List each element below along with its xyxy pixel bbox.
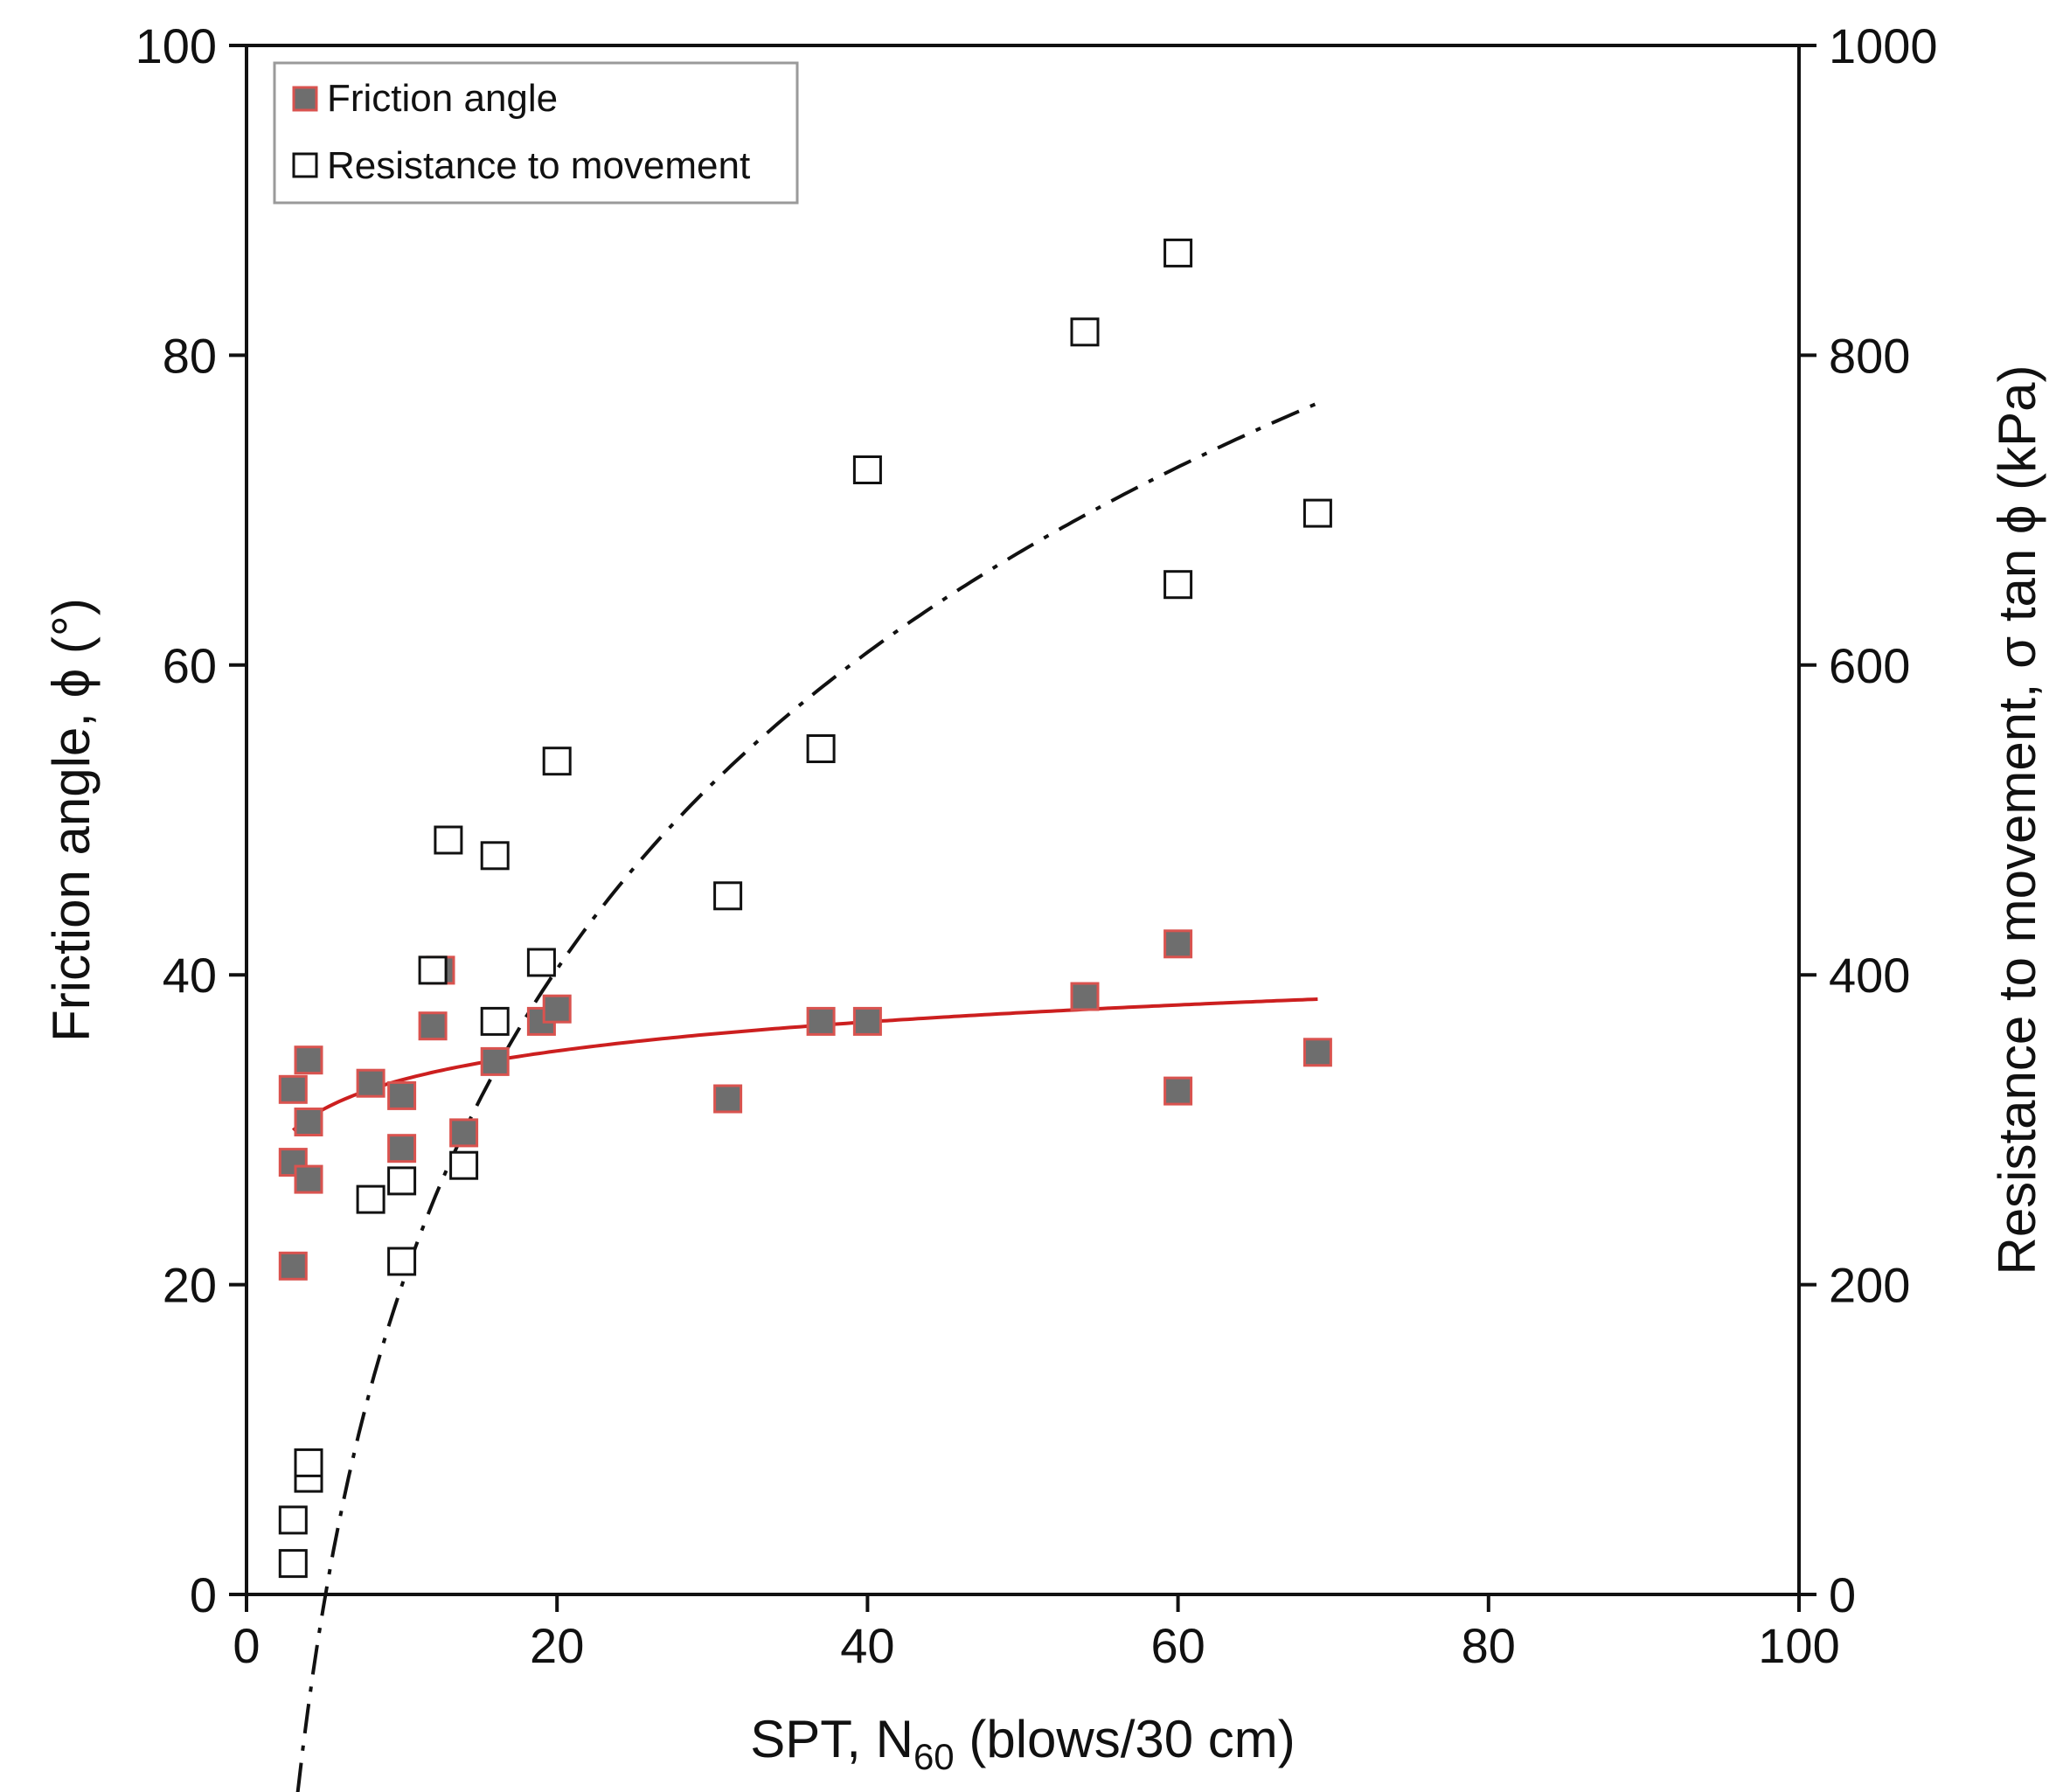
legend-box	[273, 61, 799, 205]
friction-angle-point	[449, 1118, 479, 1148]
friction-angle-point	[387, 1134, 417, 1163]
y-right-tick-label: 800	[1829, 328, 1910, 383]
resistance-point	[356, 1184, 386, 1214]
friction-angle-point	[806, 1006, 836, 1036]
fit-lines	[291, 401, 1319, 1792]
friction-angle-point	[1070, 982, 1100, 1011]
x-axis-title-subscript: 60	[913, 1736, 955, 1777]
legend-marker-friction-angle	[292, 86, 318, 112]
legend: Friction angle Resistance to movement	[273, 61, 799, 205]
friction-angle-point	[294, 1108, 323, 1136]
resistance-point	[278, 1549, 308, 1579]
resistance-point	[449, 1150, 479, 1180]
x-axis-title-main: SPT, N	[750, 1710, 913, 1768]
resistance-point	[1302, 498, 1332, 528]
x-axis-title: SPT, N60 (blows/30 cm)	[750, 1710, 1295, 1777]
y-left-tick-label: 40	[163, 948, 217, 1003]
resistance-point	[480, 841, 510, 871]
legend-marker-resistance	[292, 152, 318, 178]
x-tick-label: 40	[840, 1618, 894, 1673]
y-right-tick-label: 600	[1829, 638, 1910, 693]
y-axis-right-title: Resistance to movement, σ tan ϕ (kPa)	[1988, 365, 2046, 1275]
resistance-point	[526, 948, 556, 977]
resistance-point	[387, 1247, 417, 1276]
resistance-point	[852, 455, 882, 484]
data-points	[278, 238, 1332, 1579]
friction-angle-point	[480, 1046, 510, 1076]
resistance-point	[1070, 317, 1100, 347]
y-left-tick-label: 100	[135, 18, 217, 73]
x-tick-label: 0	[233, 1618, 260, 1673]
friction-angle-point	[356, 1068, 386, 1098]
resistance-point	[387, 1166, 417, 1196]
axis-ticks: 0 20 40 60 80 1000204060801000200400600800100…	[135, 18, 1938, 1673]
legend-label-friction-angle: Friction angle	[327, 77, 558, 120]
y-right-tick-label: 400	[1829, 948, 1910, 1003]
friction-angle-point	[1163, 929, 1193, 959]
friction-angle-point	[278, 1074, 308, 1104]
resistance-point	[480, 1006, 510, 1036]
y-left-tick-label: 80	[163, 328, 217, 383]
resistance-point	[1163, 238, 1193, 267]
friction-angle-point	[387, 1080, 417, 1110]
resistance-point	[542, 747, 572, 776]
x-tick-label: 80	[1462, 1618, 1516, 1673]
x-tick-label: 20	[530, 1618, 584, 1673]
y-left-tick-label: 0	[190, 1567, 217, 1622]
resistance-point	[713, 881, 743, 911]
x-axis-title-suffix: (blows/30 cm)	[955, 1710, 1295, 1768]
friction-angle-point	[713, 1084, 743, 1114]
y-right-tick-label: 0	[1829, 1567, 1856, 1622]
friction-angle-point	[418, 1011, 448, 1041]
resistance-point	[294, 1448, 323, 1477]
resistance-point	[806, 734, 836, 763]
friction-angle-point	[542, 994, 572, 1024]
friction-angle-point	[278, 1251, 308, 1281]
friction-angle-point	[1302, 1038, 1332, 1067]
friction-angle-point	[294, 1164, 323, 1194]
y-left-tick-label: 60	[163, 638, 217, 693]
resistance-point	[418, 955, 448, 985]
y-left-tick-label: 20	[163, 1258, 217, 1313]
y-axis-left-title: Friction angle, ϕ (°)	[42, 598, 101, 1042]
y-right-tick-label: 200	[1829, 1258, 1910, 1313]
friction-angle-point	[294, 1045, 323, 1075]
legend-label-resistance: Resistance to movement	[327, 144, 750, 187]
plot-area-frame	[245, 44, 1801, 1596]
x-tick-label: 60	[1150, 1618, 1205, 1673]
friction-angle-point	[1163, 1076, 1193, 1106]
friction-angle-point	[852, 1006, 882, 1036]
x-tick-label: 100	[1758, 1618, 1839, 1673]
y-right-tick-label: 1000	[1829, 18, 1938, 73]
resistance-point	[1163, 570, 1193, 600]
resistance-point	[278, 1505, 308, 1535]
friction-angle-fit-line	[291, 997, 1318, 1132]
resistance-point	[434, 825, 463, 855]
